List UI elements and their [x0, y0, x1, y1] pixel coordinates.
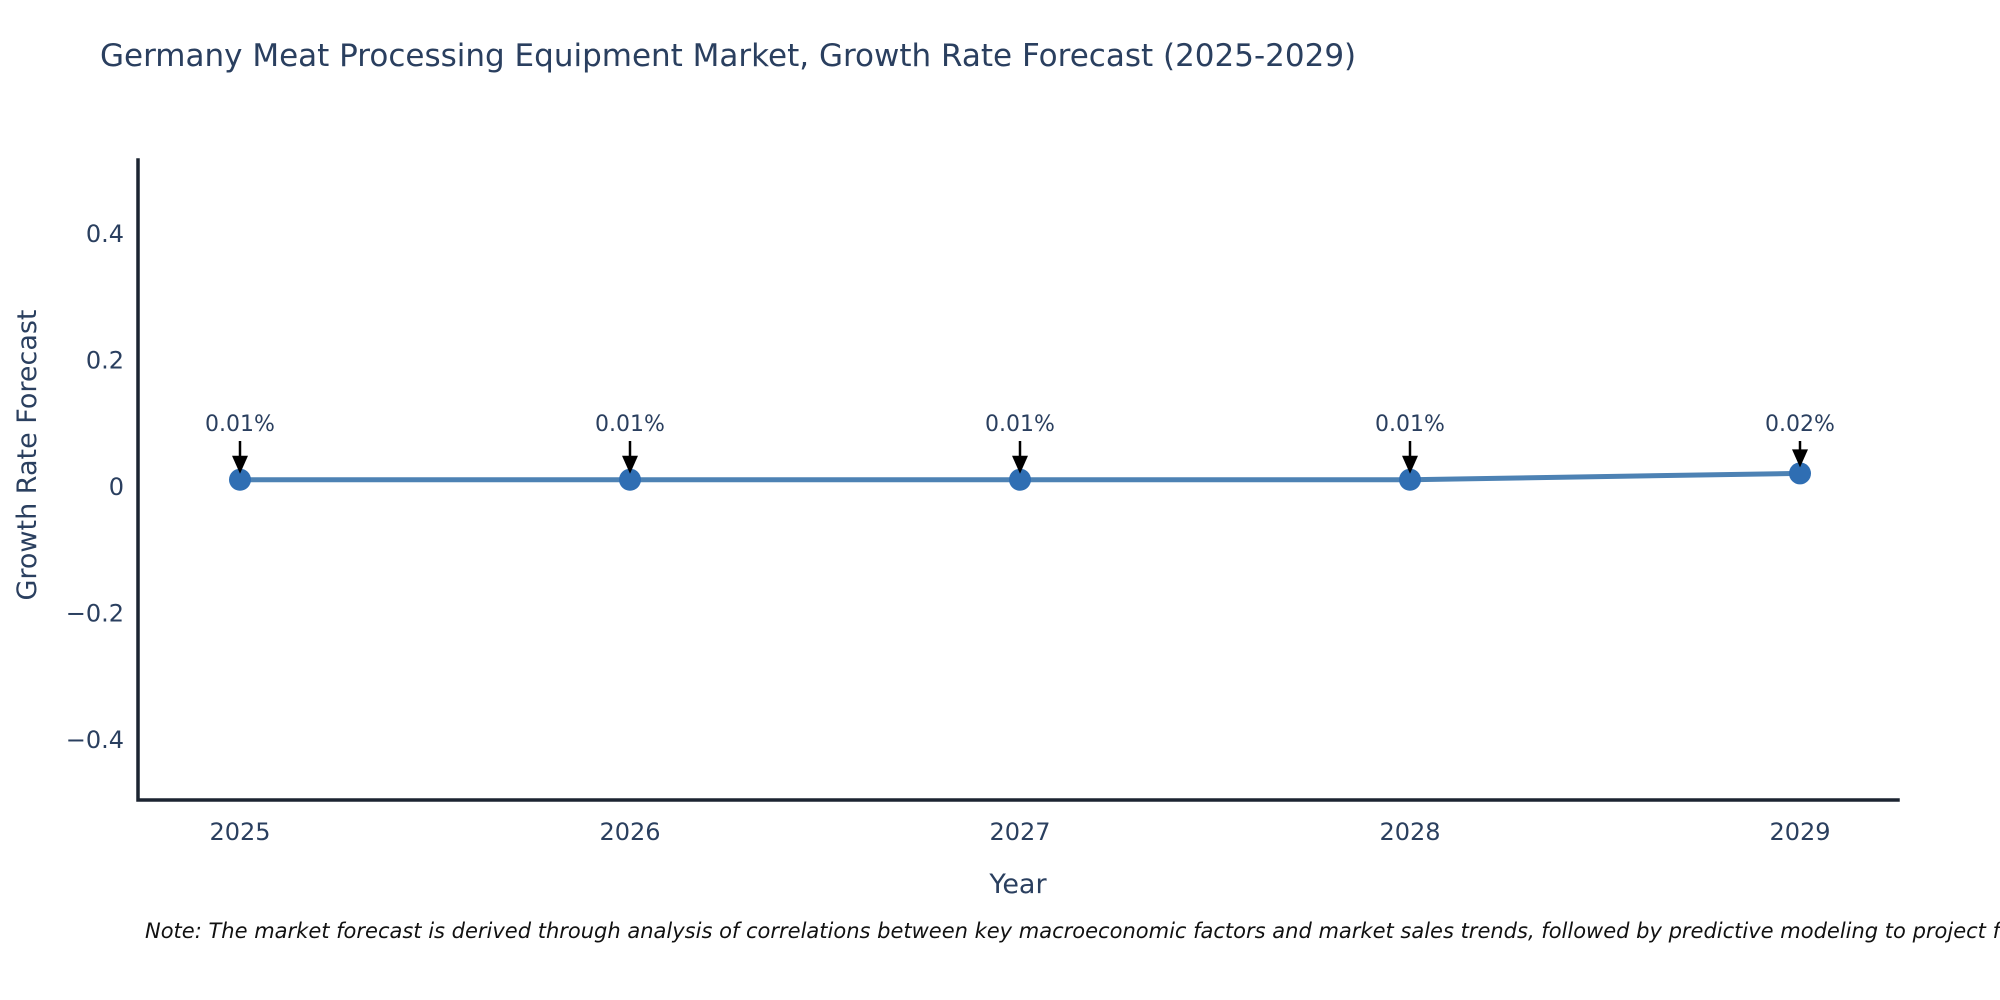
data-point-2029	[1789, 462, 1811, 485]
x-tick-label: 2025	[209, 818, 270, 846]
footnote: Note: The market forecast is derived thr…	[145, 919, 2000, 943]
annotation-label: 0.02%	[1765, 412, 1835, 437]
data-point-2028	[1399, 468, 1421, 491]
annotation-arrowhead	[232, 455, 248, 474]
chart-title: Germany Meat Processing Equipment Market…	[100, 38, 1357, 74]
x-tick-label: 2026	[599, 818, 660, 846]
annotation-arrowhead	[1792, 449, 1808, 468]
annotation-arrowhead	[1012, 455, 1028, 474]
axis-spines	[136, 158, 1900, 802]
data-point-2027	[1009, 468, 1031, 491]
annotation-label: 0.01%	[205, 412, 275, 437]
data-point-2026	[619, 468, 641, 491]
y-tick-label: −0.2	[66, 600, 124, 628]
y-tick-label: 0	[109, 473, 124, 501]
y-tick-label: 0.2	[86, 347, 124, 375]
annotation-label: 0.01%	[985, 412, 1055, 437]
x-axis-title: Year	[988, 869, 1047, 900]
y-axis-title: Growth Rate Forecast	[12, 309, 43, 600]
y-tick-label: 0.4	[86, 220, 124, 248]
chart-canvas: 0.4 0.2 0 −0.2 −0.4 2025 2026 2027 2028 2029 Growt…	[12, 158, 1900, 900]
annotation-label: 0.01%	[595, 412, 665, 437]
x-tick-label: 2027	[989, 818, 1050, 846]
annotation-label: 0.01%	[1375, 412, 1445, 437]
y-tick-label: −0.4	[66, 726, 124, 754]
x-tick-label: 2029	[1769, 818, 1830, 846]
data-point-2025	[229, 468, 251, 491]
x-tick-label: 2028	[1379, 818, 1440, 846]
annotation-arrowhead	[622, 455, 638, 474]
annotation-arrowhead	[1402, 455, 1418, 474]
